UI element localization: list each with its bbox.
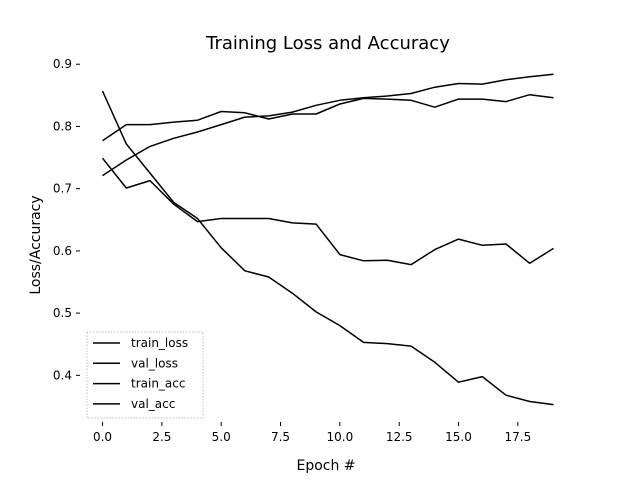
series-line-val-acc <box>102 93 554 142</box>
x-tick-label: 0.0 <box>93 430 112 444</box>
x-tick-label: 7.5 <box>271 430 290 444</box>
y-tick-label: 0.6 <box>53 244 72 258</box>
series-line-train-acc <box>102 73 554 177</box>
x-tick-label: 10.0 <box>327 430 354 444</box>
y-tick-label: 0.9 <box>53 57 72 71</box>
y-tick-label: 0.4 <box>53 368 72 382</box>
plot-area <box>101 73 554 406</box>
legend-label-val-loss: val_loss <box>131 356 178 370</box>
y-tick-label: 0.7 <box>53 182 72 196</box>
series-line-train-loss <box>101 90 554 406</box>
y-tick-label: 0.8 <box>53 119 72 133</box>
x-tick-label: 2.5 <box>152 430 171 444</box>
chart-title: Training Loss and Accuracy <box>205 33 450 54</box>
series-line-val-loss <box>101 157 554 266</box>
legend-label-val-acc: val_acc <box>131 397 175 411</box>
legend-label-train-acc: train_acc <box>131 377 185 391</box>
x-tick-label: 15.0 <box>445 430 472 444</box>
x-axis-label: Epoch # <box>296 458 355 474</box>
x-axis: 0.0 2.5 5.0 7.5 10.0 12.5 15.0 17.5 <box>93 422 531 444</box>
legend-label-train-loss: train_loss <box>131 336 188 350</box>
x-tick-label: 12.5 <box>386 430 413 444</box>
y-axis-label: Loss/Accuracy <box>28 195 44 294</box>
y-tick-label: 0.5 <box>53 306 72 320</box>
legend: train_loss val_loss train_acc val_acc <box>86 331 204 419</box>
y-axis: 0.4 0.5 0.6 0.7 0.8 0.9 <box>53 57 80 382</box>
x-tick-label: 17.5 <box>504 430 531 444</box>
x-tick-label: 5.0 <box>212 430 231 444</box>
